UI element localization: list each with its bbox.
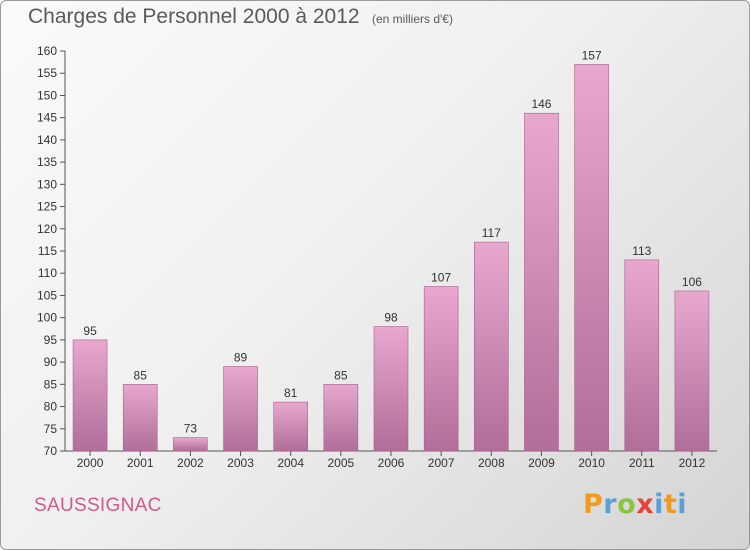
data-label: 73 <box>184 422 198 436</box>
bar <box>524 112 559 452</box>
bar <box>624 259 660 452</box>
y-tick-label: 150 <box>37 88 57 102</box>
logo-letter: r <box>603 489 618 520</box>
bar <box>423 286 459 452</box>
x-tick-label: 2003 <box>227 456 254 470</box>
x-tick-label: 2009 <box>528 456 555 470</box>
x-tick-label: 2010 <box>578 456 605 470</box>
y-tick-label: 95 <box>44 333 58 347</box>
y-tick-label: 160 <box>37 44 57 58</box>
y-tick-label: 90 <box>44 355 58 369</box>
bar <box>223 366 258 452</box>
bar <box>474 241 509 452</box>
x-tick-label: 2004 <box>277 456 304 470</box>
y-tick-label: 110 <box>38 266 57 280</box>
commune-name: SAUSSIGNAC <box>34 495 162 516</box>
x-tick-label: 2005 <box>327 456 354 470</box>
y-tick-label: 145 <box>37 111 57 125</box>
data-label: 117 <box>482 226 501 240</box>
logo-letter: o <box>617 489 637 520</box>
bar <box>373 326 409 452</box>
y-tick-label: 155 <box>37 66 57 80</box>
logo-letter: i <box>677 489 688 520</box>
y-tick-label: 100 <box>37 311 57 325</box>
x-tick-label: 2007 <box>428 456 455 470</box>
bar <box>122 384 158 452</box>
logo-letter: i <box>654 489 664 520</box>
x-tick-label: 2008 <box>478 456 505 470</box>
data-label: 95 <box>83 324 97 338</box>
y-tick-label: 115 <box>38 244 57 258</box>
data-label: 81 <box>284 386 298 400</box>
bar <box>674 290 710 452</box>
logo-letter: t <box>663 489 678 520</box>
data-label: 85 <box>334 368 348 382</box>
bar <box>72 339 108 452</box>
y-tick-label: 135 <box>37 155 57 169</box>
y-tick-label: 105 <box>37 288 57 302</box>
logo-letter: P <box>583 489 604 520</box>
chart-title: Charges de Personnel 2000 à 2012 <box>28 5 360 28</box>
y-tick-label: 130 <box>37 177 57 191</box>
x-tick-label: 2002 <box>177 456 204 470</box>
y-tick-label: 125 <box>37 200 57 214</box>
x-tick-label: 2001 <box>127 456 154 470</box>
data-label: 146 <box>531 97 551 111</box>
x-tick-label: 2011 <box>629 456 655 470</box>
bar <box>173 437 208 452</box>
unit-note: (en milliers d'€) <box>372 12 453 26</box>
bar <box>323 384 359 452</box>
y-tick-label: 85 <box>44 377 58 391</box>
bars-group <box>72 64 710 456</box>
data-label: 85 <box>134 368 148 382</box>
x-tick-label: 2000 <box>77 456 104 470</box>
data-label: 106 <box>682 275 702 289</box>
y-tick-label: 80 <box>44 400 58 414</box>
y-tick-label: 75 <box>44 422 58 436</box>
bar <box>273 401 308 452</box>
data-labels-group: 95 85 73 89 81 85 98 107 117 146 157 113 106 <box>83 48 702 435</box>
data-label: 98 <box>384 311 398 325</box>
data-label: 157 <box>582 48 602 62</box>
x-axis-labels: 2000 2001 2002 2003 2004 2005 2006 2007 2008 2009… <box>77 456 706 470</box>
proxiti-logo: Proxiti <box>583 489 687 520</box>
y-axis-ticks: 70 75 80 85 90 95 100 105 110 115 120 125 130 135 140 1… <box>37 44 65 458</box>
y-tick-label: 120 <box>37 222 57 236</box>
bar <box>574 64 609 452</box>
y-tick-label: 70 <box>44 444 58 458</box>
data-label: 113 <box>632 244 651 258</box>
data-label: 89 <box>234 351 248 365</box>
logo-letter: x <box>636 489 655 520</box>
x-tick-label: 2012 <box>679 456 706 470</box>
x-tick-label: 2006 <box>378 456 405 470</box>
y-tick-label: 140 <box>37 133 57 147</box>
data-label: 107 <box>431 271 451 285</box>
